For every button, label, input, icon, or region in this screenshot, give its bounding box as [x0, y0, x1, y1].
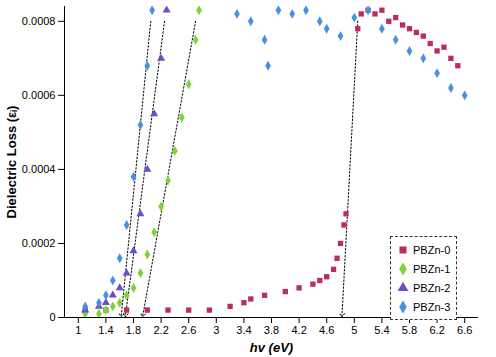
html-text:PBZn-2: PBZn-2	[413, 281, 451, 294]
svg-text:2.2: 2.2	[153, 324, 168, 336]
svg-text:3.4: 3.4	[236, 324, 251, 336]
svg-text:3.8: 3.8	[264, 324, 279, 336]
svg-text:2.6: 2.6	[181, 324, 196, 336]
svg-text:0.0002: 0.0002	[22, 237, 56, 249]
html-text:PBZn-1: PBZn-1	[413, 262, 451, 275]
html-text:PBZn-0: PBZn-0	[413, 243, 451, 256]
svg-text:6.6: 6.6	[457, 324, 472, 336]
svg-text:Dielectric Loss (εᵢ): Dielectric Loss (εᵢ)	[4, 106, 19, 219]
svg-text:4.6: 4.6	[319, 324, 334, 336]
svg-text:1.8: 1.8	[126, 324, 141, 336]
svg-text:5.4: 5.4	[374, 324, 389, 336]
svg-text:1: 1	[75, 324, 81, 336]
svg-text:hv (eV): hv (eV)	[250, 340, 293, 355]
svg-text:3: 3	[213, 324, 219, 336]
svg-text:0.0004: 0.0004	[22, 163, 56, 175]
svg-text:0.0008: 0.0008	[22, 15, 56, 27]
svg-text:5.8: 5.8	[402, 324, 417, 336]
svg-text:1.4: 1.4	[98, 324, 113, 336]
html-text:PBZn-3: PBZn-3	[413, 300, 451, 313]
svg-text:6.2: 6.2	[429, 324, 444, 336]
svg-text:5: 5	[351, 324, 357, 336]
svg-text:4.2: 4.2	[291, 324, 306, 336]
svg-text:0: 0	[49, 311, 55, 323]
svg-text:0.0006: 0.0006	[22, 89, 56, 101]
